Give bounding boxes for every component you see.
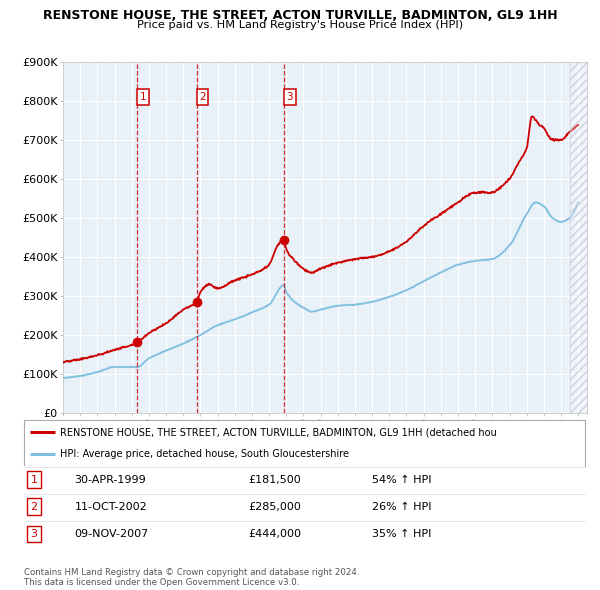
Text: Contains HM Land Registry data © Crown copyright and database right 2024.
This d: Contains HM Land Registry data © Crown c… xyxy=(24,568,359,587)
Text: 3: 3 xyxy=(31,529,38,539)
Text: 35% ↑ HPI: 35% ↑ HPI xyxy=(372,529,431,539)
Text: £285,000: £285,000 xyxy=(248,502,301,512)
Text: HPI: Average price, detached house, South Gloucestershire: HPI: Average price, detached house, Sout… xyxy=(61,449,349,459)
Text: 1: 1 xyxy=(31,475,38,484)
Text: 2: 2 xyxy=(199,92,206,102)
Text: £181,500: £181,500 xyxy=(248,475,301,484)
Text: £444,000: £444,000 xyxy=(248,529,301,539)
Text: 30-APR-1999: 30-APR-1999 xyxy=(74,475,146,484)
Text: 26% ↑ HPI: 26% ↑ HPI xyxy=(372,502,431,512)
Text: RENSTONE HOUSE, THE STREET, ACTON TURVILLE, BADMINTON, GL9 1HH: RENSTONE HOUSE, THE STREET, ACTON TURVIL… xyxy=(43,9,557,22)
Text: 11-OCT-2002: 11-OCT-2002 xyxy=(74,502,147,512)
Text: 2: 2 xyxy=(31,502,38,512)
Text: Price paid vs. HM Land Registry's House Price Index (HPI): Price paid vs. HM Land Registry's House … xyxy=(137,20,463,30)
Text: 1: 1 xyxy=(140,92,146,102)
Text: 3: 3 xyxy=(286,92,293,102)
Bar xyxy=(569,62,587,413)
Bar xyxy=(569,62,587,413)
Text: RENSTONE HOUSE, THE STREET, ACTON TURVILLE, BADMINTON, GL9 1HH (detached hou: RENSTONE HOUSE, THE STREET, ACTON TURVIL… xyxy=(61,427,497,437)
Bar xyxy=(569,62,587,413)
Text: 09-NOV-2007: 09-NOV-2007 xyxy=(74,529,149,539)
Text: 54% ↑ HPI: 54% ↑ HPI xyxy=(372,475,431,484)
